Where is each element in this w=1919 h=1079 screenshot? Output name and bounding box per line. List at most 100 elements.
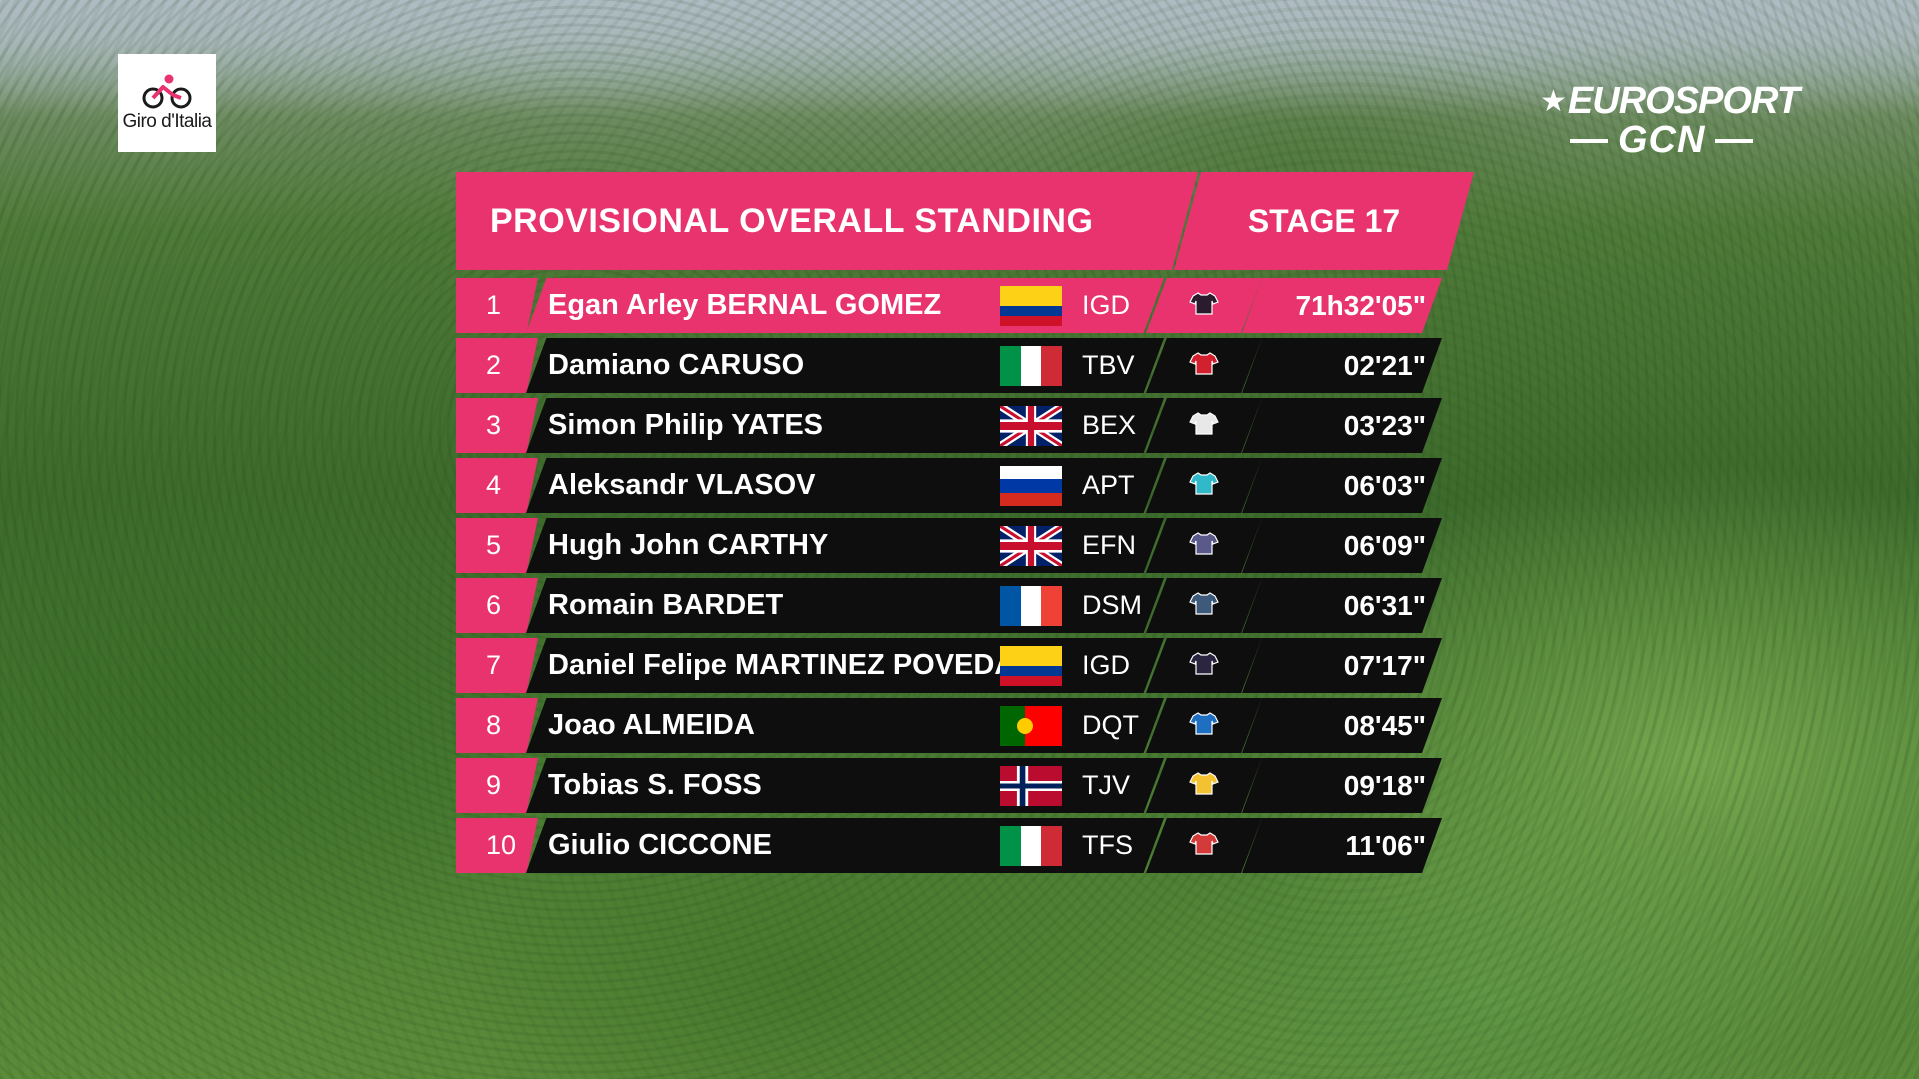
jersey-cell [1146, 818, 1262, 873]
rider-name: Daniel Felipe MARTINEZ POVEDA [548, 649, 1016, 681]
united-kingdom-flag-icon [1000, 526, 1062, 566]
united-kingdom-flag-icon [1000, 406, 1062, 446]
table-row: 2 Damiano CARUSO TBV 02'21" [456, 338, 1474, 393]
position-cell: 4 [456, 458, 538, 513]
gap-time: 06'31" [1343, 590, 1426, 621]
gcn-wordmark: GCN [1570, 119, 1780, 162]
table-row: 6 Romain BARDET DSM 06'31" [456, 578, 1474, 633]
star-icon: ★ [1540, 85, 1567, 118]
table-row: 3 Simon Philip YATES BEX 03'23" [456, 398, 1474, 453]
time-cell-bg [1242, 638, 1442, 693]
table-row: 4 Aleksandr VLASOV APT 06'03" [456, 458, 1474, 513]
gap-time: 07'17" [1343, 650, 1426, 681]
jersey-cell [1146, 578, 1262, 633]
gap-time: 02'21" [1343, 350, 1426, 381]
jersey-cell [1146, 338, 1262, 393]
team-code: IGD [1082, 290, 1131, 320]
giro-logo: Giro d'Italia [118, 54, 216, 152]
title-box: PROVISIONAL OVERALL STANDING [456, 172, 1198, 270]
position-cell: 9 [456, 758, 538, 813]
sky-backdrop [0, 0, 1919, 120]
time-cell-bg [1242, 338, 1442, 393]
table-row: 1 Egan Arley BERNAL GOMEZ IGD 71h32'05" [456, 278, 1474, 333]
position-cell: 8 [456, 698, 538, 753]
rider-name: Damiano CARUSO [548, 349, 805, 381]
colombia-flag-icon [1000, 286, 1062, 326]
colombia-flag-icon [1000, 646, 1062, 686]
table-row: 5 Hugh John CARTHY EFN 06'09" [456, 518, 1474, 573]
gap-time: 09'18" [1343, 770, 1426, 801]
position-cell: 1 [456, 278, 538, 333]
table-row: 8 Joao ALMEIDA DQT 08'45" [456, 698, 1474, 753]
italy-flag-icon [1000, 826, 1062, 866]
table-row: 7 Daniel Felipe MARTINEZ POVEDA IGD 07'17" [456, 638, 1474, 693]
jersey-icon [1189, 471, 1219, 500]
standings-header: PROVISIONAL OVERALL STANDING STAGE 17 [456, 172, 1474, 270]
jersey-cell [1146, 458, 1262, 513]
time-cell-bg [1242, 518, 1442, 573]
cyclist-icon [142, 74, 192, 109]
table-row: 9 Tobias S. FOSS TJV 09'18" [456, 758, 1474, 813]
time-cell-bg [1242, 278, 1442, 333]
divider [1715, 138, 1754, 143]
position-cell: 5 [456, 518, 538, 573]
team-code: DQT [1082, 710, 1139, 740]
jersey-icon [1189, 411, 1219, 440]
table-row: 10 Giulio CICCONE TFS 11'06" [456, 818, 1474, 873]
jersey-icon [1189, 711, 1219, 740]
jersey-cell [1146, 398, 1262, 453]
jersey-icon [1189, 591, 1219, 620]
time-cell-bg [1242, 458, 1442, 513]
rider-name: Joao ALMEIDA [548, 709, 755, 741]
rider-name: Giulio CICCONE [548, 829, 772, 861]
position-cell: 2 [456, 338, 538, 393]
gap-time: 08'45" [1343, 710, 1426, 741]
rider-name: Egan Arley BERNAL GOMEZ [548, 289, 942, 321]
broadcaster-logo: ★ EUROSPORT GCN [1540, 80, 1800, 162]
france-flag-icon [1000, 586, 1062, 626]
position-cell: 7 [456, 638, 538, 693]
position-cell: 3 [456, 398, 538, 453]
jersey-icon [1189, 351, 1219, 380]
jersey-icon [1189, 831, 1219, 860]
jersey-cell [1146, 698, 1262, 753]
italy-flag-icon [1000, 346, 1062, 386]
gap-time: 11'06" [1345, 830, 1426, 861]
jersey-icon [1189, 291, 1219, 320]
jersey-cell [1146, 758, 1262, 813]
position-cell: 6 [456, 578, 538, 633]
portugal-flag-icon [1000, 706, 1062, 746]
time-cell-bg [1242, 698, 1442, 753]
gap-time: 06'03" [1343, 470, 1426, 501]
rider-name: Romain BARDET [548, 589, 784, 621]
team-code: EFN [1082, 530, 1136, 560]
jersey-icon [1189, 651, 1219, 680]
giro-logo-text: Giro d'Italia [122, 111, 212, 132]
standings-list: 1 Egan Arley BERNAL GOMEZ IGD 71h32'05" 2 Dam… [456, 278, 1474, 873]
gap-time: 03'23" [1343, 410, 1426, 441]
jersey-cell [1146, 638, 1262, 693]
team-code: TFS [1082, 830, 1133, 860]
jersey-cell [1146, 518, 1262, 573]
russia-flag-icon [1000, 466, 1062, 506]
position-cell: 10 [456, 818, 538, 873]
time-cell-bg [1242, 398, 1442, 453]
time-cell-bg [1242, 758, 1442, 813]
page-title: PROVISIONAL OVERALL STANDING [490, 201, 1094, 240]
team-code: IGD [1082, 650, 1131, 680]
divider [1570, 138, 1608, 143]
team-code: DSM [1082, 590, 1142, 620]
time-cell-bg [1242, 578, 1442, 633]
time-cell-bg [1242, 818, 1442, 873]
eurosport-text: EUROSPORT [1567, 80, 1800, 122]
team-code: TBV [1082, 350, 1135, 380]
team-code: APT [1082, 470, 1135, 500]
gap-time: 71h32'05" [1295, 290, 1426, 321]
rider-name: Aleksandr VLASOV [548, 469, 816, 501]
team-code: BEX [1082, 410, 1137, 440]
jersey-cell [1146, 278, 1262, 333]
eurosport-wordmark: ★ EUROSPORT [1540, 80, 1800, 123]
team-code: TJV [1082, 770, 1131, 800]
norway-flag-icon [1000, 766, 1062, 806]
